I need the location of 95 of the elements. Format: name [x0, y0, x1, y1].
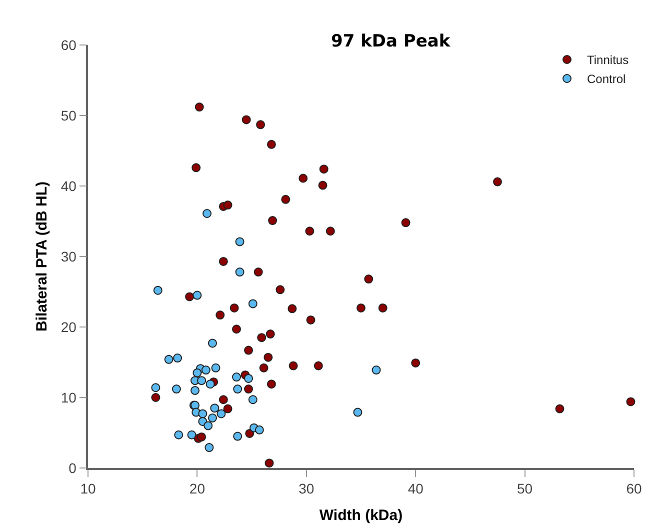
point: [298, 174, 308, 183]
point: [164, 354, 174, 364]
point: [216, 409, 226, 418]
y-tick-label: 20: [60, 318, 77, 335]
point: [244, 384, 254, 394]
point: [242, 115, 251, 124]
point: [305, 226, 314, 236]
point: [192, 368, 202, 378]
point: [244, 374, 254, 383]
y-axis-title: Bilateral PTA (dB HL): [34, 181, 51, 332]
point: [208, 413, 217, 422]
point: [555, 404, 564, 414]
point: [223, 200, 232, 210]
point: [218, 395, 228, 404]
point: [281, 194, 290, 204]
point: [204, 421, 213, 430]
point: [266, 330, 275, 339]
point: [254, 425, 264, 434]
point: [153, 286, 162, 295]
point: [151, 393, 160, 402]
point: [288, 361, 298, 370]
chart-title: 97 kDa Peak: [331, 31, 451, 52]
point: [235, 268, 244, 277]
point: [364, 274, 374, 284]
point: [356, 303, 366, 312]
point: [197, 432, 206, 442]
point: [206, 380, 215, 389]
point: [172, 384, 181, 394]
point: [187, 430, 196, 440]
point: [319, 164, 328, 174]
point: [248, 395, 258, 404]
point: [266, 140, 276, 149]
point: [230, 303, 239, 312]
point: [626, 397, 636, 406]
point: [401, 218, 410, 228]
point: [276, 285, 285, 294]
point: [185, 292, 194, 302]
point: [218, 256, 228, 266]
y-tick-label: 40: [60, 178, 77, 194]
point: [235, 237, 244, 246]
point: [192, 290, 202, 300]
point: [233, 384, 242, 394]
point: [257, 333, 266, 342]
point: [208, 338, 217, 348]
x-tick-label: 20: [189, 480, 206, 497]
point: [256, 120, 266, 130]
point: [194, 102, 204, 112]
point: [493, 177, 502, 186]
point: [211, 363, 220, 372]
point: [204, 443, 214, 452]
point: [326, 226, 335, 236]
point: [411, 358, 420, 368]
point: [173, 354, 182, 363]
point: [151, 383, 160, 392]
point: [314, 361, 323, 370]
point: [223, 404, 232, 414]
point: [174, 430, 184, 440]
point: [266, 380, 276, 389]
y-tick-label: 30: [60, 248, 77, 264]
point: [259, 363, 268, 372]
x-tick-label: 50: [517, 480, 533, 497]
point: [378, 303, 388, 312]
point: [254, 268, 263, 277]
point: [210, 404, 220, 413]
point: [216, 310, 225, 320]
y-tick-label: 50: [60, 107, 77, 124]
point: [306, 315, 316, 324]
x-tick-label: 60: [626, 480, 642, 497]
point: [232, 372, 242, 382]
point: [264, 352, 273, 362]
point: [353, 408, 362, 417]
point: [201, 366, 210, 375]
point: [192, 163, 201, 172]
point: [248, 299, 258, 308]
y-tick-label: 60: [60, 36, 77, 53]
x-tick-label: 10: [80, 480, 96, 497]
point: [244, 346, 254, 355]
legend-label: Control: [587, 72, 626, 86]
point: [288, 304, 297, 314]
point: [372, 366, 381, 375]
x-tick-label: 40: [408, 480, 424, 497]
point: [318, 180, 328, 190]
point: [202, 209, 212, 218]
y-tick-label: 10: [60, 389, 77, 406]
point: [198, 409, 208, 418]
x-axis-title: Width (kDa): [319, 507, 403, 524]
point: [232, 324, 242, 334]
legend-label: Tinnitus: [587, 53, 629, 68]
point: [233, 432, 242, 441]
y-tick-label: 0: [68, 460, 77, 476]
point: [264, 458, 274, 468]
point: [190, 386, 200, 395]
point: [268, 216, 278, 226]
point: [197, 376, 206, 386]
x-tick-label: 30: [298, 480, 314, 497]
